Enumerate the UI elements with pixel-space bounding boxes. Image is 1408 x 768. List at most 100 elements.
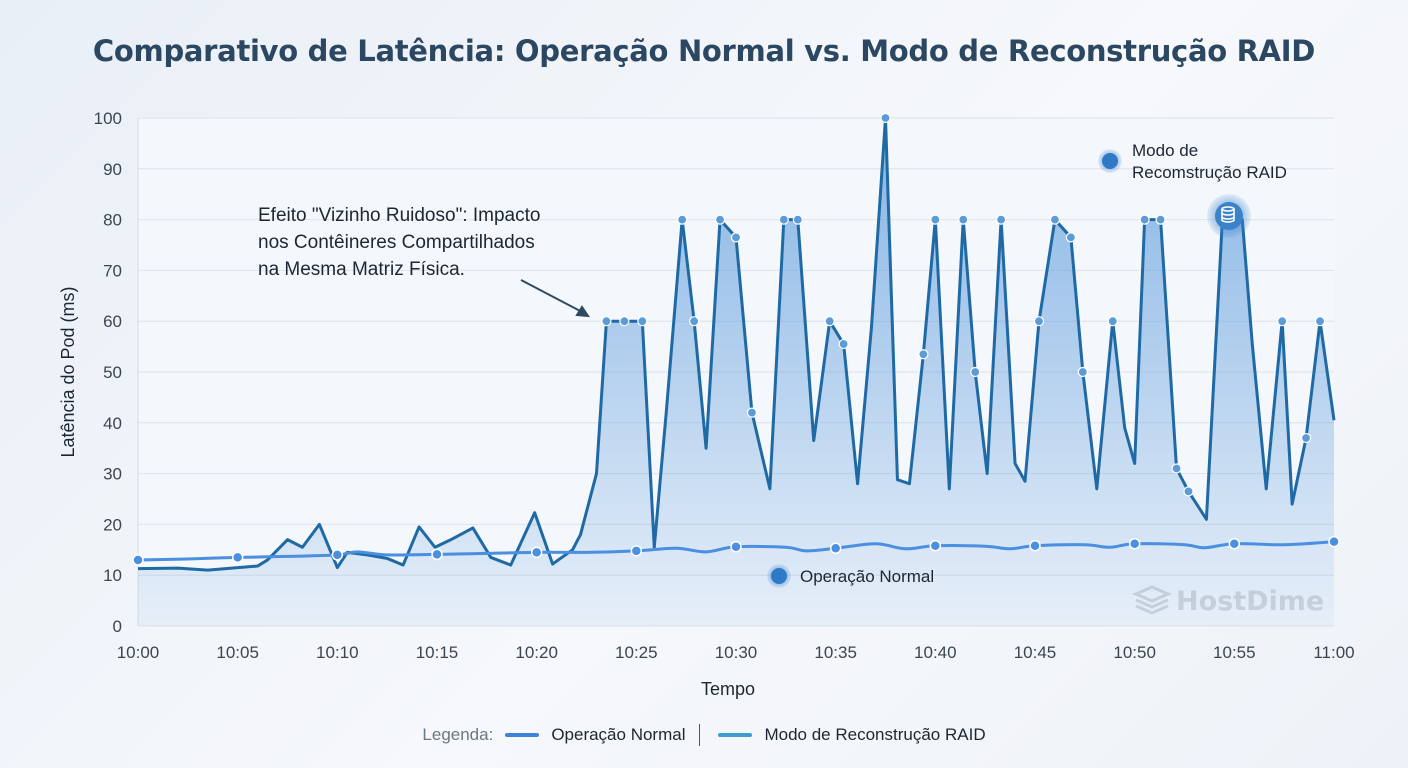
raid-point [970, 366, 981, 378]
raid-point [1300, 432, 1312, 444]
raid-area [138, 118, 1334, 626]
normal-point [730, 541, 742, 553]
x-tick-label: 10:40 [914, 643, 957, 662]
y-tick-label: 90 [103, 160, 122, 179]
normal-point [1029, 539, 1041, 552]
x-tick-label: 10:55 [1213, 643, 1256, 662]
y-tick-label: 50 [103, 363, 122, 382]
arrow-icon [520, 279, 590, 318]
raid-point [824, 316, 835, 327]
raid-point [930, 214, 941, 225]
raid-point [1183, 486, 1194, 497]
normal-point [630, 545, 643, 557]
raid-point [958, 214, 969, 225]
normal-point [331, 549, 344, 561]
x-tick-label: 10:20 [515, 643, 558, 662]
marker [1215, 202, 1243, 230]
watermark-text: HostDime [1176, 586, 1324, 617]
label-text: Recomstrução RAID [1132, 163, 1287, 182]
raid-point [1171, 463, 1182, 474]
raid-point [1139, 214, 1150, 225]
normal-point [1228, 537, 1241, 550]
label-raid: Modo de Recomstrução RAID [1098, 141, 1287, 182]
x-tick-label: 10:30 [715, 643, 758, 662]
y-tick-label: 10 [103, 566, 122, 585]
raid-point [838, 338, 849, 350]
y-tick-label: 60 [103, 312, 122, 331]
legend-divider [699, 724, 701, 746]
normal-point [929, 539, 942, 552]
normal-point [829, 542, 842, 555]
raid-point [637, 316, 648, 327]
normal-point [530, 546, 543, 559]
y-axis-label: Latência do Pod (ms) [58, 286, 78, 457]
normal-point [132, 554, 144, 566]
raid-point [996, 214, 1007, 225]
legend-swatch-raid [718, 733, 753, 737]
raid-point [730, 232, 742, 243]
x-tick-label: 10:05 [216, 643, 259, 662]
y-axis: 0 10 20 30 40 50 60 70 80 90 100 [94, 109, 122, 636]
x-tick-label: 10:35 [814, 643, 857, 662]
annotation-line: Efeito "Vizinho Ruidoso": Impacto [258, 205, 540, 226]
normal-point [1128, 537, 1141, 550]
label-text: Modo de [1132, 141, 1198, 160]
legend-label: Legenda: [422, 725, 494, 744]
y-tick-label: 30 [103, 465, 122, 484]
raid-point [1107, 316, 1118, 327]
x-tick-label: 10:00 [117, 643, 160, 662]
dot-icon [771, 568, 787, 584]
normal-point [431, 548, 443, 561]
legend-item-raid: Modo de Reconstrução RAID [764, 725, 986, 744]
raid-point [880, 112, 891, 124]
watermark: HostDime [1132, 585, 1324, 617]
raid-point [1033, 316, 1045, 327]
y-tick-label: 100 [94, 109, 122, 128]
raid-point [918, 349, 929, 360]
x-tick-label: 10:50 [1113, 643, 1156, 662]
x-axis: 10:00 10:05 10:10 10:15 10:20 10:25 10:30 10:35… [117, 643, 1355, 662]
raid-point [746, 407, 758, 418]
raid-point [1077, 366, 1088, 378]
series [132, 112, 1340, 626]
dot-icon [1102, 153, 1118, 169]
x-tick-label: 10:25 [615, 643, 658, 662]
y-tick-label: 0 [113, 617, 122, 636]
y-tick-label: 80 [103, 211, 122, 230]
raid-point [689, 316, 700, 327]
y-tick-label: 70 [103, 261, 122, 280]
label-normal: Operação Normal [767, 564, 934, 588]
x-tick-label: 10:45 [1014, 643, 1057, 662]
database-icon [1221, 206, 1235, 223]
x-tick-label: 10:15 [416, 643, 459, 662]
raid-point [1065, 232, 1076, 243]
x-tick-label: 10:10 [316, 643, 359, 662]
legend-swatch-normal [505, 733, 540, 737]
raid-point [677, 214, 688, 225]
annotation-noisy-neighbor: Efeito "Vizinho Ruidoso": Impacto nos Co… [258, 205, 590, 318]
annotation-line: nos Contêineres Compartilhados [258, 232, 535, 253]
hostdime-logo-icon [1132, 585, 1172, 615]
normal-point [231, 551, 244, 564]
x-axis-label: Tempo [701, 679, 755, 699]
database-marker [1207, 194, 1251, 238]
y-tick-label: 40 [103, 414, 122, 433]
legend: Legenda: Operação Normal Modo de Reconst… [0, 724, 1408, 746]
chart-title: Comparativo de Latência: Operação Normal… [92, 34, 1316, 68]
label-text: Operação Normal [800, 567, 934, 586]
y-tick-label: 20 [103, 515, 122, 534]
x-tick-label: 11:00 [1313, 643, 1354, 662]
raid-point [714, 214, 726, 225]
normal-point [1328, 535, 1340, 548]
annotation-line: na Mesma Matriz Física. [258, 259, 465, 280]
raid-point [1049, 214, 1061, 225]
raid-point [1155, 214, 1166, 225]
raid-point [1314, 316, 1326, 327]
legend-item-normal: Operação Normal [551, 725, 686, 744]
raid-point [792, 214, 803, 225]
raid-point [601, 316, 612, 327]
raid-point [619, 316, 630, 327]
raid-point [778, 214, 789, 225]
raid-point [1277, 316, 1288, 327]
